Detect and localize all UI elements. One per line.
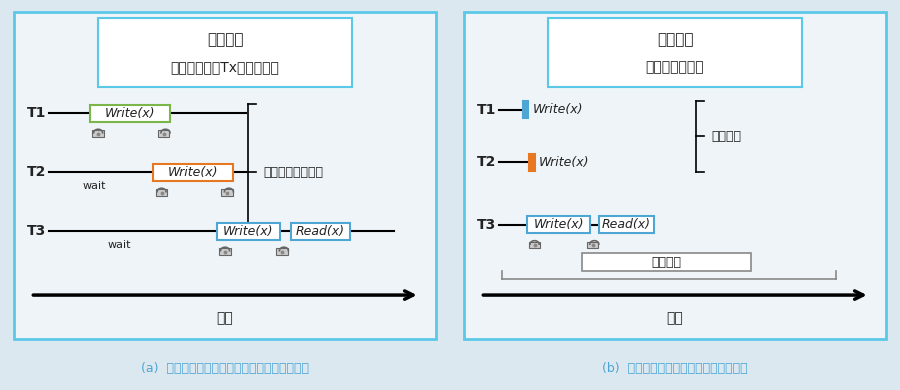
FancyBboxPatch shape <box>464 12 886 339</box>
FancyBboxPatch shape <box>529 242 540 248</box>
Text: T1: T1 <box>477 103 497 117</box>
Text: T2: T2 <box>477 155 497 169</box>
FancyBboxPatch shape <box>582 253 752 271</box>
FancyBboxPatch shape <box>220 248 230 255</box>
FancyBboxPatch shape <box>217 223 280 240</box>
FancyBboxPatch shape <box>221 189 233 196</box>
Text: Write(x): Write(x) <box>168 166 219 179</box>
Text: Read(x): Read(x) <box>602 218 651 231</box>
Text: 時間: 時間 <box>667 311 683 325</box>
FancyBboxPatch shape <box>153 164 233 181</box>
FancyBboxPatch shape <box>291 223 350 240</box>
Text: 書込処理を省略: 書込処理を省略 <box>645 60 705 74</box>
FancyBboxPatch shape <box>98 18 352 87</box>
Text: Write(x): Write(x) <box>533 103 583 117</box>
Text: T3: T3 <box>477 218 497 232</box>
Text: wait: wait <box>107 240 131 250</box>
Text: ロックによるTx順序の決定: ロックによるTx順序の決定 <box>171 60 279 74</box>
Text: Write(x): Write(x) <box>223 225 274 238</box>
Text: T2: T2 <box>27 165 47 179</box>
Text: 評価区間: 評価区間 <box>652 256 681 269</box>
FancyBboxPatch shape <box>156 189 167 196</box>
Text: 時間: 時間 <box>217 311 233 325</box>
Text: Write(x): Write(x) <box>539 156 590 169</box>
FancyBboxPatch shape <box>527 216 590 233</box>
Text: Read(x): Read(x) <box>296 225 345 238</box>
FancyBboxPatch shape <box>276 248 288 255</box>
FancyBboxPatch shape <box>529 154 535 171</box>
Text: 誰にも読まれない: 誰にも読まれない <box>263 166 323 179</box>
FancyBboxPatch shape <box>523 101 528 119</box>
FancyBboxPatch shape <box>587 242 599 248</box>
FancyBboxPatch shape <box>548 18 802 87</box>
FancyBboxPatch shape <box>158 130 169 137</box>
Text: Write(x): Write(x) <box>104 107 155 120</box>
FancyBboxPatch shape <box>598 216 653 233</box>
Text: Write(x): Write(x) <box>534 218 584 231</box>
FancyBboxPatch shape <box>93 130 104 137</box>
Text: 既存手法: 既存手法 <box>207 32 243 47</box>
FancyBboxPatch shape <box>14 12 436 339</box>
Text: 省略可能: 省略可能 <box>711 130 741 143</box>
Text: (a)  ロック期間が長いほどスループットが低下: (a) ロック期間が長いほどスループットが低下 <box>141 362 309 375</box>
Text: T1: T1 <box>27 106 47 120</box>
Text: wait: wait <box>82 181 105 191</box>
Text: 提案手法: 提案手法 <box>657 32 693 47</box>
FancyBboxPatch shape <box>90 105 170 122</box>
Text: (b)  省略可能なほどスループットが向上: (b) 省略可能なほどスループットが向上 <box>602 362 748 375</box>
Text: T3: T3 <box>27 224 47 238</box>
